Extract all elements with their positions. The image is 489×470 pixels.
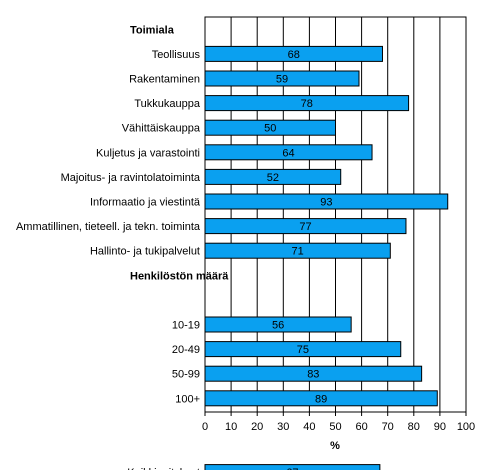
bar (204, 341, 402, 358)
bar (204, 119, 336, 136)
x-tick-label: 10 (225, 421, 237, 433)
category-label: 50-99 (172, 369, 200, 381)
category-label: Kuljetus ja varastointi (96, 147, 200, 159)
bar-value-label: 64 (282, 147, 294, 159)
x-tick-label: 30 (277, 421, 289, 433)
bar (204, 168, 342, 185)
bar-value-label: 89 (315, 393, 327, 405)
category-label: Teollisuus (152, 49, 201, 61)
x-axis-title: % (330, 440, 340, 452)
x-tick-label: 100 (457, 421, 475, 433)
bar-value-label: 77 (299, 221, 311, 233)
category-label: 10-19 (172, 320, 200, 332)
category-label: Hallinto- ja tukipalvelut (90, 246, 200, 258)
bar (204, 45, 383, 62)
bar-value-label: 83 (307, 369, 319, 381)
bar-value-label: 68 (288, 49, 300, 61)
bar-value-label: 75 (297, 344, 309, 356)
category-label: Tukkukauppa (134, 98, 201, 110)
x-axis: 0 10 20 30 40 50 60 70 80 90 100 (202, 412, 475, 433)
x-tick-label: 70 (382, 421, 394, 433)
x-tick-label: 80 (408, 421, 420, 433)
category-label: Ammatillinen, tieteell. ja tekn. toimint… (16, 221, 201, 233)
bar (204, 144, 373, 161)
bar-value-label: 93 (320, 197, 332, 209)
bar (204, 390, 438, 407)
bar-value-label: 56 (272, 320, 284, 332)
bar (204, 193, 449, 210)
x-tick-label: 0 (202, 421, 208, 433)
bar-value-label: 71 (292, 246, 304, 258)
category-label: Vähittäiskauppa (122, 123, 201, 135)
bar (204, 95, 410, 112)
x-tick-label: 40 (303, 421, 315, 433)
x-tick-label: 20 (251, 421, 263, 433)
x-tick-label: 60 (355, 421, 367, 433)
category-label: Informaatio ja viestintä (90, 197, 201, 209)
bar (204, 316, 352, 333)
bar-value-label: 52 (267, 172, 279, 184)
bar-value-label: 67 (286, 467, 298, 470)
category-label: 100+ (175, 393, 200, 405)
bar-value-label: 50 (264, 123, 276, 135)
bar-value-label: 78 (301, 98, 313, 110)
category-label: Kaikki yritykset (127, 467, 200, 470)
x-tick-label: 90 (434, 421, 446, 433)
bar (204, 464, 381, 470)
bars-layer (204, 45, 449, 470)
group-heading: Henkilöstön määrä (130, 270, 229, 282)
labels-layer: Toimiala Teollisuus 68 Rakentaminen 59 Tukkuk… (16, 24, 333, 470)
bar (204, 242, 391, 259)
group-heading: Toimiala (130, 24, 175, 36)
bar (204, 70, 360, 87)
x-tick-label: 50 (329, 421, 341, 433)
category-label: 20-49 (172, 344, 200, 356)
bar (204, 365, 423, 382)
bar (204, 218, 407, 235)
category-label: Rakentaminen (129, 74, 200, 86)
category-label: Majoitus- ja ravintolatoiminta (61, 172, 201, 184)
bar-value-label: 59 (276, 74, 288, 86)
